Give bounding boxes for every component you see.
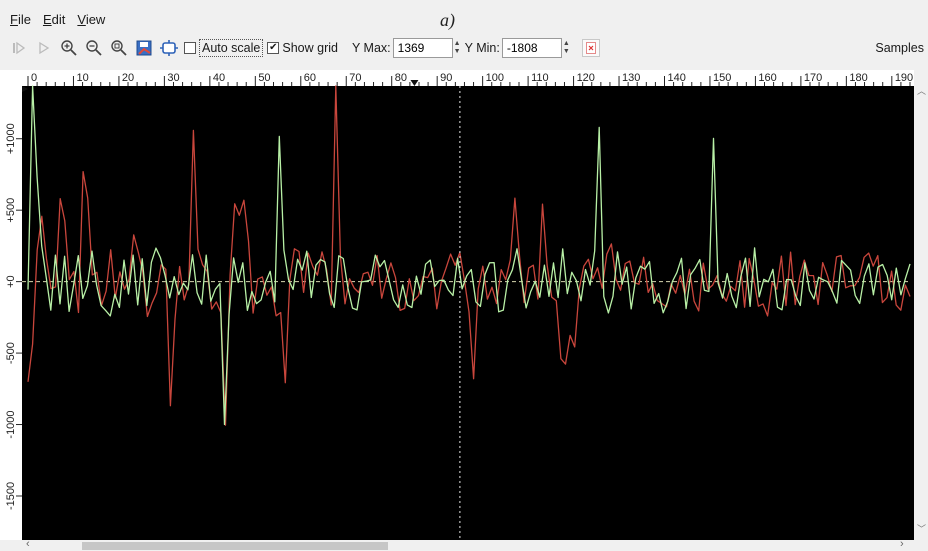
y-max-spinner[interactable]: ▲ ▼	[453, 40, 461, 55]
y-ruler-marker-icon	[22, 86, 28, 92]
y-tick-label: -1000	[5, 410, 17, 438]
step-icon[interactable]	[8, 37, 30, 59]
y-max-label: Y Max:	[351, 41, 391, 55]
x-tick-label: 10	[76, 72, 88, 84]
scroll-right-icon[interactable]: ›	[900, 538, 904, 550]
x-tick-label: 30	[167, 72, 179, 84]
zoom-in-icon[interactable]	[58, 37, 80, 59]
play-icon[interactable]	[33, 37, 55, 59]
series-red-line	[27, 85, 911, 426]
figure-caption: a)	[440, 10, 455, 30]
auto-scale-box[interactable]	[184, 42, 196, 54]
horizontal-scrollbar[interactable]: ‹ ›	[0, 538, 914, 551]
scroll-left-icon[interactable]: ‹	[26, 538, 30, 550]
y-tick-label: -500	[5, 342, 17, 364]
y-tick-label: +500	[5, 198, 17, 223]
x-tick-label: 130	[622, 72, 640, 84]
y-axis-ticks: +1000 +500 +0 -500 -1000 -1500	[5, 123, 22, 510]
x-tick-label: 140	[667, 72, 685, 84]
show-grid-checkbox[interactable]: ✔ Show grid	[267, 41, 338, 55]
vertical-scrollbar[interactable]: ︿ ﹀	[914, 70, 928, 540]
x-axis-ticks: 0 10 20 30 40 50 60 70 80 90 100 110 120 130 140 150 160…	[27, 72, 913, 86]
y-tick-label: +1000	[5, 123, 17, 154]
zoom-fit-icon[interactable]	[108, 37, 130, 59]
y-min-input[interactable]	[501, 38, 562, 58]
menu-bar: File Edit View	[0, 12, 105, 30]
x-tick-label: 0	[31, 72, 37, 84]
y-tick-label: -1500	[5, 482, 17, 510]
series-group	[27, 85, 911, 426]
y-min-label: Y Min:	[464, 41, 500, 55]
series-green-line	[27, 85, 911, 426]
x-tick-label: 160	[758, 72, 776, 84]
y-tick-label: +0	[5, 275, 17, 288]
scroll-up-icon[interactable]: ︿	[917, 86, 927, 96]
show-grid-label: Show grid	[282, 41, 338, 55]
x-tick-label: 190	[895, 72, 913, 84]
settings-icon[interactable]	[158, 37, 180, 59]
y-max-input[interactable]	[392, 38, 453, 58]
menu-file[interactable]: File	[10, 12, 31, 27]
zoom-out-icon[interactable]	[83, 37, 105, 59]
y-axis-ruler	[0, 86, 22, 540]
menu-edit[interactable]: Edit	[42, 12, 66, 27]
save-image-icon[interactable]	[133, 37, 155, 59]
x-tick-label: 150	[713, 72, 731, 84]
x-tick-label: 70	[349, 72, 361, 84]
auto-scale-checkbox[interactable]: Auto scale	[184, 39, 264, 57]
toolbar: Auto scale ✔ Show grid Y Max: ▲▼ Y Min: …	[0, 33, 928, 63]
x-tick-label: 90	[440, 72, 452, 84]
x-tick-label: 100	[486, 72, 504, 84]
x-tick-label: 170	[804, 72, 822, 84]
horizontal-scroll-thumb[interactable]	[82, 542, 388, 550]
x-tick-label: 60	[304, 72, 316, 84]
x-tick-label: 120	[577, 72, 595, 84]
x-tick-label: 110	[531, 72, 549, 84]
clear-button[interactable]	[581, 39, 600, 57]
scroll-down-icon[interactable]: ﹀	[917, 524, 927, 534]
x-tick-label: 50	[258, 72, 270, 84]
x-tick-label: 40	[213, 72, 225, 84]
show-grid-box[interactable]: ✔	[267, 42, 280, 54]
y-min-spinner[interactable]: ▲ ▼	[562, 40, 570, 55]
menu-view[interactable]: View	[77, 12, 106, 27]
cursor-group	[22, 80, 461, 540]
x-tick-label: 20	[122, 72, 134, 84]
ruler-marker-icon[interactable]	[410, 80, 419, 86]
samples-label: Samples	[875, 41, 924, 55]
x-tick-label: 180	[849, 72, 867, 84]
waveform-plot[interactable]: 0 10 20 30 40 50 60 70 80 90 100 110 120 130 140 150 160…	[0, 70, 914, 540]
auto-scale-label: Auto scale	[199, 39, 264, 57]
x-tick-label: 80	[395, 72, 407, 84]
